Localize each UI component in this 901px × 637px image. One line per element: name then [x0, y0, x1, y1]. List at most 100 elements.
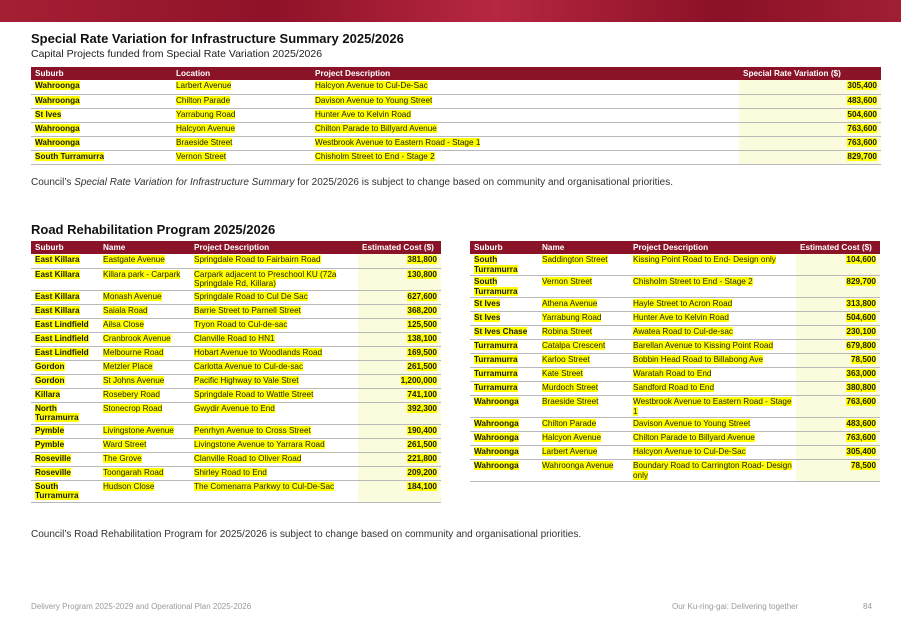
cell-suburb: Wahroonga	[31, 94, 172, 109]
cell-text: Robina Street	[542, 327, 593, 336]
cell-text: Waratah Road to End	[633, 369, 712, 378]
cell-text: Halcyon Avenue to Cul-De-Sac	[315, 81, 428, 90]
cell-text: Ailsa Close	[103, 319, 144, 329]
cell-text: Hobart Avenue to Woodlands Road	[194, 347, 323, 357]
cell-description: Springdale Road to Cul De Sac	[190, 290, 358, 305]
cell-cost: 381,800	[358, 254, 441, 269]
table-row: Wahroonga Chilton Parade Davison Avenue to…	[470, 417, 880, 432]
cell-text: Halcyon Avenue	[176, 123, 236, 133]
cell-text: Chilton Parade to Billyard Avenue	[633, 433, 755, 442]
srv-note-text: for 2025/2026 is subject to change based…	[294, 177, 674, 188]
cell-text: Chisholm Street to End - Stage 2	[633, 277, 753, 286]
cell-text: Wahroonga	[474, 461, 519, 470]
cell-description: Barellan Avenue to Kissing Point Road	[629, 339, 796, 354]
cell-suburb: South Turramurra	[31, 480, 99, 503]
cell-name: The Grove	[99, 452, 190, 467]
cell-description: Clanville Road to HN1	[190, 332, 358, 347]
cell-text: Wahroonga	[474, 419, 519, 428]
cell-text: Chilton Parade to Billyard Avenue	[315, 123, 437, 133]
cell-value: 261,500	[407, 361, 437, 371]
cell-description: Halcyon Avenue to Cul-De-Sac	[311, 80, 739, 95]
cell-text: Davison Avenue to Young Street	[315, 95, 433, 105]
cell-value: 305,400	[847, 81, 877, 90]
cell-cost: 504,600	[796, 311, 880, 326]
table-row: South Turramurra Vernon Street Chisholm St…	[31, 150, 881, 165]
cell-name: Yarrabung Road	[172, 108, 311, 123]
cell-name: Killara park - Carpark	[99, 268, 190, 291]
rrp-title: Road Rehabilitation Program 2025/2026	[31, 222, 276, 237]
cell-description: The Comenarra Parkwy to Cul-De-Sac	[190, 480, 358, 503]
cell-suburb: Pymble	[31, 438, 99, 453]
cell-suburb: Turramurra	[470, 339, 538, 354]
cell-name: Vernon Street	[538, 275, 629, 298]
cell-text: South Turramurra	[474, 277, 518, 296]
page-number: 84	[863, 602, 872, 611]
cell-description: Hunter Ave to Kelvin Road	[629, 311, 796, 326]
cell-text: Metzler Place	[103, 361, 153, 371]
cell-text: Wahroonga Avenue	[542, 461, 614, 470]
cell-text: Turramurra	[474, 369, 518, 378]
cell-text: Wahroonga	[35, 137, 80, 147]
cell-value: 368,200	[407, 305, 437, 315]
cell-value: 209,200	[407, 467, 437, 477]
cell-description: Barrie Street to Parnell Street	[190, 304, 358, 319]
cell-text: East Lindfield	[35, 347, 89, 357]
cell-text: Barrie Street to Parnell Street	[194, 305, 301, 315]
cell-cost: 763,600	[739, 136, 881, 151]
cell-text: Chilton Parade	[176, 95, 231, 105]
cell-text: Hunter Ave to Kelvin Road	[633, 313, 729, 322]
cell-text: Gordon	[35, 361, 65, 371]
cell-suburb: South Turramurra	[470, 275, 538, 298]
cell-text: Stonecrop Road	[103, 403, 163, 413]
cell-value: 184,100	[407, 481, 437, 491]
cell-text: Carlotta Avenue to Cul-de-sac	[194, 361, 304, 371]
table-row: St Ives Athena Avenue Hayle Street to Acro…	[470, 297, 880, 312]
cell-cost: 261,500	[358, 438, 441, 453]
cell-cost: 78,500	[796, 459, 880, 482]
cell-text: Wahroonga	[474, 433, 519, 442]
cell-value: 504,600	[847, 109, 877, 119]
cell-value: 483,600	[847, 95, 877, 105]
cell-description: Kissing Point Road to End- Design only	[629, 254, 796, 276]
cell-value: 504,600	[846, 313, 876, 322]
cell-name: Wahroonga Avenue	[538, 459, 629, 482]
cell-text: Rosebery Road	[103, 389, 160, 399]
cell-text: The Grove	[103, 453, 142, 463]
col-header: Name	[99, 241, 190, 254]
cell-name: Hudson Close	[99, 480, 190, 503]
cell-name: Metzler Place	[99, 360, 190, 375]
cell-cost: 184,100	[358, 480, 441, 503]
table-row: Pymble Ward Street Livingstone Avenue to Y…	[31, 438, 441, 453]
cell-text: St Ives Chase	[474, 327, 528, 336]
col-header: Project Description	[311, 67, 739, 80]
cell-description: Livingstone Avenue to Yarrara Road	[190, 438, 358, 453]
cell-cost: 313,800	[796, 297, 880, 312]
cell-text: Tryon Road to Cul-de-sac	[194, 319, 288, 329]
cell-text: Halcyon Avenue	[542, 433, 602, 442]
cell-text: Yarrabung Road	[542, 313, 602, 322]
cell-suburb: Turramurra	[470, 353, 538, 368]
cell-name: Vernon Street	[172, 150, 311, 165]
cell-value: 261,500	[407, 439, 437, 449]
cell-value: 125,500	[407, 319, 437, 329]
cell-cost: 380,800	[796, 381, 880, 396]
cell-value: 483,600	[846, 419, 876, 428]
table-row: Turramurra Murdoch Street Sandford Road to…	[470, 381, 880, 396]
cell-text: Karloo Street	[542, 355, 590, 364]
cell-text: Pacific Highway to Vale Stret	[194, 375, 299, 385]
cell-text: Chilton Parade	[542, 419, 597, 428]
cell-text: Monash Avenue	[103, 291, 162, 301]
table-row: East Lindfield Melbourne Road Hobart Avenu…	[31, 346, 441, 361]
cell-text: Braeside Street	[542, 397, 599, 406]
cell-text: Saiala Road	[103, 305, 148, 315]
table-row: East Killara Monash Avenue Springdale Road…	[31, 290, 441, 305]
table-row: South Turramurra Vernon Street Chisholm St…	[470, 275, 880, 298]
cell-suburb: Roseville	[31, 452, 99, 467]
cell-name: Karloo Street	[538, 353, 629, 368]
table-row: South Turramurra Saddington Street Kissing…	[470, 254, 880, 276]
cell-value: 679,800	[846, 341, 876, 350]
cell-name: Stonecrop Road	[99, 402, 190, 425]
cell-name: St Johns Avenue	[99, 374, 190, 389]
cell-name: Saiala Road	[99, 304, 190, 319]
cell-suburb: Gordon	[31, 360, 99, 375]
